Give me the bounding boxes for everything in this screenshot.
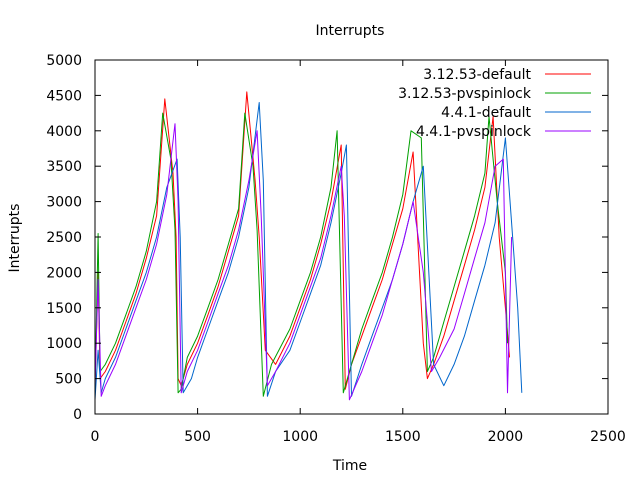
y-tick-label: 2500 [46, 230, 82, 246]
x-tick-label: 0 [91, 429, 100, 445]
y-tick-label: 3500 [46, 159, 82, 175]
x-tick-label: 500 [184, 429, 211, 445]
y-tick-label: 1500 [46, 301, 82, 317]
x-tick-label: 2000 [488, 429, 524, 445]
x-tick-label: 2500 [590, 429, 626, 445]
y-tick-label: 1000 [46, 336, 82, 352]
legend-label-3.12.53-default: 3.12.53-default [423, 67, 531, 83]
y-tick-label: 2000 [46, 265, 82, 281]
y-tick-label: 5000 [46, 53, 82, 69]
legend-label-4.4.1-default: 4.4.1-default [441, 105, 531, 121]
y-axis-label: Interrupts [7, 204, 23, 273]
series-line-4.4.1-default [94, 102, 523, 400]
series-line-4.4.1-pvspinlock [94, 123, 513, 401]
series-line-3.12.53-default [94, 91, 510, 390]
y-axis: 0 500 1000 1500 2000 2500 3000 3500 4000 4500 5000 [46, 53, 608, 423]
x-axis: 0 500 1000 1500 2000 2500 [91, 60, 626, 445]
x-tick-label: 1500 [385, 429, 421, 445]
y-tick-label: 500 [55, 372, 82, 388]
x-tick-label: 1000 [282, 429, 318, 445]
x-axis-label: Time [332, 458, 367, 474]
series-layer [94, 91, 523, 401]
series-line-3.12.53-pvspinlock [94, 112, 508, 397]
legend-label-4.4.1-pvspinlock: 4.4.1-pvspinlock [416, 124, 532, 140]
y-tick-label: 4000 [46, 124, 82, 140]
y-tick-label: 0 [73, 407, 82, 423]
chart-title: Interrupts [316, 23, 385, 39]
legend-label-3.12.53-pvspinlock: 3.12.53-pvspinlock [398, 86, 532, 102]
legend: 3.12.53-default 3.12.53-pvspinlock 4.4.1-d… [398, 67, 591, 140]
y-tick-label: 3000 [46, 195, 82, 211]
y-tick-label: 4500 [46, 88, 82, 104]
